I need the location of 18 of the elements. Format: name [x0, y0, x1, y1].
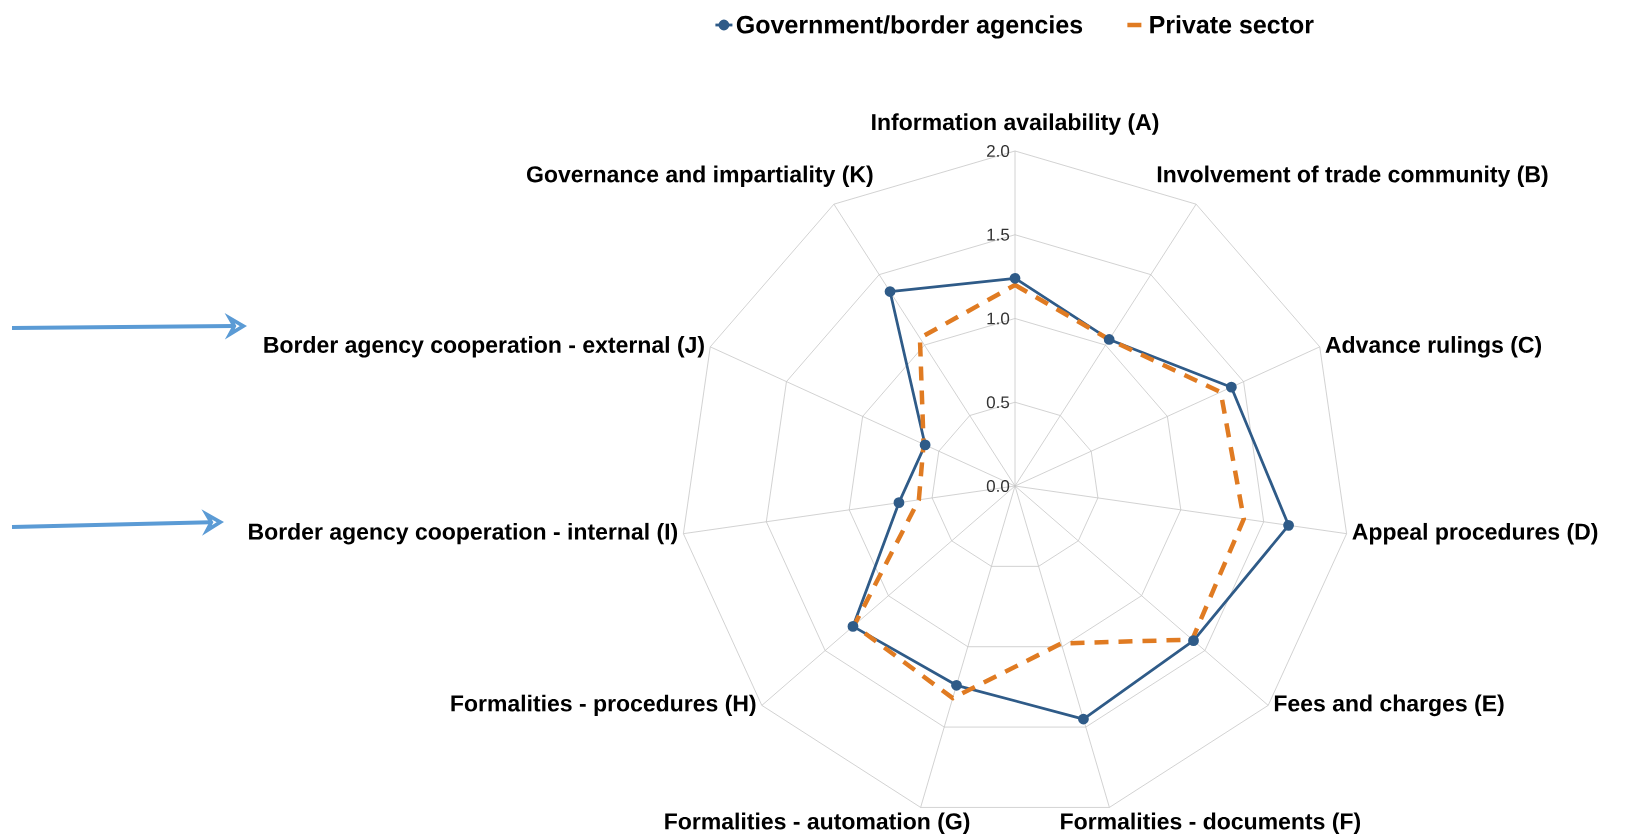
spoke-label: Information availability (A): [872, 113, 1159, 135]
spoke-label: Border agency cooperation - internal (I): [249, 522, 678, 545]
spoke-label: Formalities - procedures (H): [451, 694, 756, 717]
y-tick-label: 1.5: [987, 228, 1010, 241]
y-tick-label: 0.0: [986, 479, 1010, 493]
spoke-label: Involvement of trade community (B): [1157, 165, 1548, 187]
spoke-label: Governance and impartiality (K): [526, 165, 873, 187]
y-tick-label: 2.0: [987, 144, 1010, 158]
spoke-label: Fees and charges (E): [1274, 694, 1504, 717]
spoke-label: Advance rulings (C): [1325, 336, 1542, 358]
spoke-label: Appeal procedures (D): [1352, 522, 1598, 545]
y-tick-label: 1.0: [987, 312, 1010, 325]
spoke-label: Border agency cooperation - external (J): [264, 336, 704, 358]
spoke-label: Formalities - documents (F): [1061, 812, 1361, 835]
spoke-label: Formalities - automation (G): [665, 812, 970, 835]
legend-label: Government/border agencies: [736, 15, 1083, 39]
y-tick-label: 0.5: [986, 396, 1010, 409]
legend-label: Private sector: [1150, 15, 1314, 34]
